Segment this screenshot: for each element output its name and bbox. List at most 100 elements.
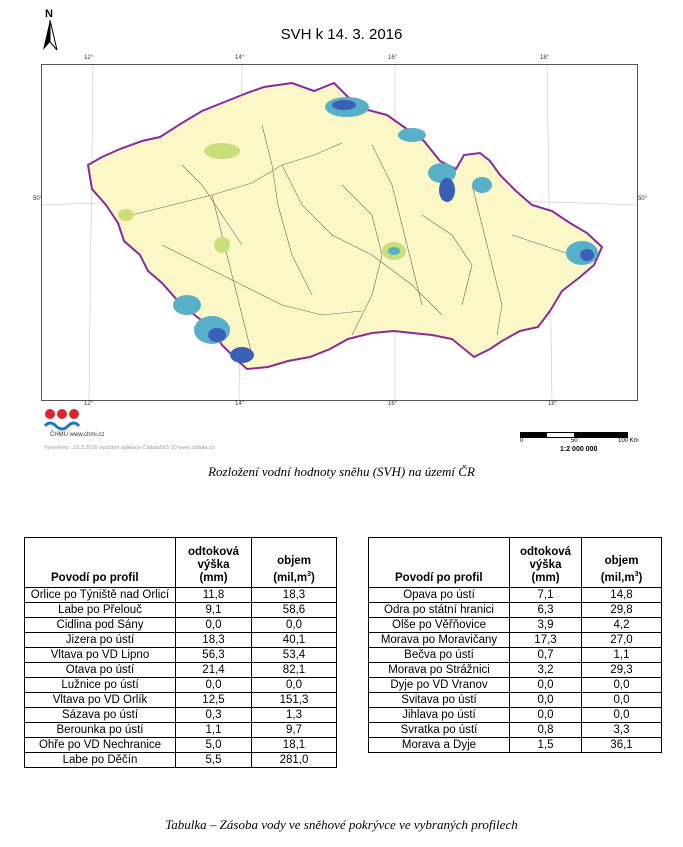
runoff-cell: 0,8	[509, 722, 582, 738]
basin-cell: Labe po Přelouč	[24, 602, 176, 618]
runoff-cell: 1,5	[509, 737, 582, 753]
volume-cell: 40,1	[251, 632, 337, 648]
runoff-cell: 0,0	[175, 677, 252, 693]
runoff-cell: 9,1	[175, 602, 252, 618]
scale-mid: 50	[571, 438, 578, 444]
runoff-cell: 0,7	[509, 647, 582, 663]
basin-cell: Svitava po ústí	[368, 692, 510, 708]
basin-cell: Jizera po ústí	[24, 632, 176, 648]
runoff-cell: 21,4	[175, 662, 252, 678]
basin-cell: Vltava po VD Lipno	[24, 647, 176, 663]
volume-cell: 0,0	[581, 707, 662, 723]
runoff-cell: 5,0	[175, 737, 252, 753]
table-row: Cidlina pod Sány 0,0 0,0	[24, 617, 337, 633]
table-row: Olše po Věřňovice 3,9 4,2	[368, 617, 662, 633]
basin-cell: Otava po ústí	[24, 662, 176, 678]
tick-top-16: 16°	[388, 55, 398, 61]
volume-cell: 0,0	[251, 677, 337, 693]
volume-cell: 1,1	[581, 647, 662, 663]
col-header-runoff: odtoková výška (mm)	[509, 537, 582, 588]
map-caption: Rozložení vodní hodnoty sněhu (SVH) na ú…	[208, 464, 475, 479]
basin-cell: Ohře po VD Nechranice	[24, 737, 176, 753]
basin-cell: Sázava po ústí	[24, 707, 176, 723]
volume-cell: 82,1	[251, 662, 337, 678]
runoff-cell: 0,0	[509, 707, 582, 723]
basin-cell: Jihlava po ústí	[368, 707, 510, 723]
tick-bottom-12: 12°	[84, 401, 94, 407]
table-row: Morava po Strážnici 3,2 29,3	[368, 662, 662, 678]
basin-cell: Lužnice po ústí	[24, 677, 176, 693]
tick-bottom-14: 14°	[235, 401, 245, 407]
table-row: Svitava po ústí 0,0 0,0	[368, 692, 662, 708]
volume-cell: 53,4	[251, 647, 337, 663]
basin-cell: Dyje po VD Vranov	[368, 677, 510, 693]
volume-cell: 1,3	[251, 707, 337, 723]
volume-cell: 0,0	[581, 677, 662, 693]
table-caption: Tabulka – Zásoba vody ve sněhové pokrývc…	[165, 817, 518, 832]
table-row: Berounka po ústí 1,1 9,7	[24, 722, 337, 738]
volume-cell: 3,3	[581, 722, 662, 738]
volume-cell: 18,1	[251, 737, 337, 753]
map-canvas	[41, 64, 638, 401]
runoff-cell: 0,0	[509, 692, 582, 708]
col-header-volume: objem (mil,m3)	[251, 537, 337, 588]
north-label: N	[45, 8, 53, 20]
runoff-cell: 0,3	[175, 707, 252, 723]
tick-top-14: 14°	[235, 55, 245, 61]
volume-cell: 36,1	[581, 737, 662, 753]
basin-cell: Morava po Moravičany	[368, 632, 510, 648]
basin-cell: Morava po Strážnici	[368, 662, 510, 678]
runoff-cell: 6,3	[509, 602, 582, 618]
basin-cell: Morava a Dyje	[368, 737, 510, 753]
map-title: SVH k 14. 3. 2016	[280, 26, 403, 43]
scale-bar	[520, 432, 628, 438]
table-row: Odra po státní hranici 6,3 29,8	[368, 602, 662, 618]
table-row: Opava po ústí 7,1 14,8	[368, 587, 662, 603]
volume-cell: 29,8	[581, 602, 662, 618]
tick-bottom-16: 16°	[388, 401, 398, 407]
table-row: Jihlava po ústí 0,0 0,0	[368, 707, 662, 723]
tick-top-18: 18°	[540, 55, 550, 61]
table-row: Otava po ústí 21,4 82,1	[24, 662, 337, 678]
table-row: Vltava po VD Lipno 56,3 53,4	[24, 647, 337, 663]
volume-cell: 58,6	[251, 602, 337, 618]
table-row: Svratka po ústí 0,8 3,3	[368, 722, 662, 738]
runoff-cell: 12,5	[175, 692, 252, 708]
table-row: Lužnice po ústí 0,0 0,0	[24, 677, 337, 693]
tick-lat-right: 50°	[638, 196, 648, 202]
snow-map	[41, 64, 638, 401]
rivers	[131, 124, 593, 356]
volume-cell: 27,0	[581, 632, 662, 648]
agency-text: ČHMÚ www.chmi.cz	[50, 432, 105, 438]
table-row: Vltava po VD Orlík 12,5 151,3	[24, 692, 337, 708]
table-row: Morava po Moravičany 17,3 27,0	[368, 632, 662, 648]
basin-cell: Opava po ústí	[368, 587, 510, 603]
volume-cell: 9,7	[251, 722, 337, 738]
volume-cell: 29,3	[581, 662, 662, 678]
col-header-basin: Povodí po profil	[368, 537, 510, 588]
runoff-cell: 7,1	[509, 587, 582, 603]
runoff-cell: 0,0	[509, 677, 582, 693]
snow-areas	[118, 97, 598, 363]
volume-cell: 151,3	[251, 692, 337, 708]
country-czechia	[86, 81, 604, 371]
scale-zero: 0	[520, 438, 524, 444]
volume-cell: 18,3	[251, 587, 337, 603]
volume-cell: 0,0	[251, 617, 337, 633]
runoff-cell: 0,0	[175, 617, 252, 633]
table-right: Povodí po profil odtoková výška (mm) objem…	[368, 537, 662, 753]
table-row: Labe po Přelouč 9,1 58,6	[24, 602, 337, 618]
table-row: Ohře po VD Nechranice 5,0 18,1	[24, 737, 337, 753]
basin-cell: Orlice po Týniště nad Orlicí	[24, 587, 176, 603]
runoff-cell: 1,1	[175, 722, 252, 738]
basin-cell: Odra po státní hranici	[368, 602, 510, 618]
runoff-cell: 18,3	[175, 632, 252, 648]
runoff-cell: 3,9	[509, 617, 582, 633]
table-row: Orlice po Týniště nad Orlicí 11,8 18,3	[24, 587, 337, 603]
table-row: Bečva po ústí 0,7 1,1	[368, 647, 662, 663]
runoff-cell: 56,3	[175, 647, 252, 663]
col-header-volume: objem (mil,m3)	[581, 537, 662, 588]
col-header-runoff: odtoková výška (mm)	[175, 537, 252, 588]
credit-text: Vytvořeno : 15.3.2016 využitím aplikace …	[44, 445, 215, 451]
table-row: Dyje po VD Vranov 0,0 0,0	[368, 677, 662, 693]
